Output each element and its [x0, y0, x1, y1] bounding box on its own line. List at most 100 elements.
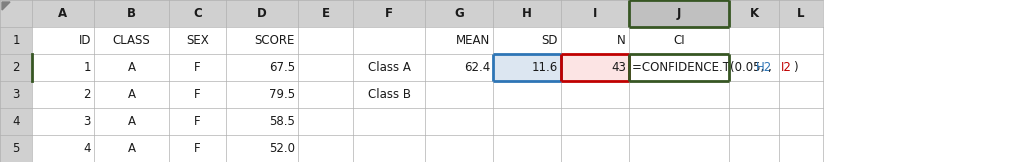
Text: A: A — [128, 61, 135, 74]
Bar — [226, 27, 298, 54]
Text: I: I — [593, 7, 597, 20]
Bar — [0, 54, 32, 81]
Polygon shape — [2, 2, 10, 10]
Bar — [629, 135, 729, 162]
Text: D: D — [257, 7, 267, 20]
Bar — [493, 135, 561, 162]
Bar — [561, 135, 629, 162]
Bar — [779, 81, 823, 108]
Text: K: K — [750, 7, 759, 20]
Bar — [561, 54, 629, 81]
Bar — [729, 135, 779, 162]
Text: F: F — [195, 142, 201, 155]
Text: 52.0: 52.0 — [269, 142, 295, 155]
Text: J: J — [677, 7, 681, 20]
Bar — [425, 108, 493, 135]
Bar — [298, 0, 353, 27]
Bar — [561, 81, 629, 108]
Bar — [353, 27, 425, 54]
Text: L: L — [798, 7, 805, 20]
Bar — [169, 27, 226, 54]
Bar — [94, 81, 169, 108]
Text: B: B — [127, 7, 136, 20]
Text: N: N — [617, 34, 626, 47]
Text: 1: 1 — [84, 61, 91, 74]
Bar — [779, 108, 823, 135]
Bar — [561, 0, 629, 27]
Bar — [226, 0, 298, 27]
Text: H: H — [522, 7, 531, 20]
Text: F: F — [195, 115, 201, 128]
Bar — [629, 81, 729, 108]
Bar — [493, 108, 561, 135]
Bar — [425, 27, 493, 54]
Text: 4: 4 — [12, 115, 19, 128]
Bar — [298, 135, 353, 162]
Bar — [729, 81, 779, 108]
Bar — [169, 81, 226, 108]
Bar — [493, 27, 561, 54]
Text: 43: 43 — [611, 61, 626, 74]
Bar — [425, 0, 493, 27]
Text: SD: SD — [542, 34, 558, 47]
Text: C: C — [194, 7, 202, 20]
Text: F: F — [195, 88, 201, 101]
Bar — [425, 135, 493, 162]
Bar — [226, 81, 298, 108]
Bar — [169, 108, 226, 135]
Bar — [94, 54, 169, 81]
Text: 67.5: 67.5 — [269, 61, 295, 74]
Text: 58.5: 58.5 — [269, 115, 295, 128]
Bar — [0, 108, 32, 135]
Text: A: A — [128, 142, 135, 155]
Text: 2: 2 — [84, 88, 91, 101]
Bar — [32, 27, 94, 54]
Text: CI: CI — [673, 34, 685, 47]
Text: SEX: SEX — [186, 34, 209, 47]
Bar — [353, 108, 425, 135]
Text: H2: H2 — [756, 61, 772, 74]
Bar — [226, 108, 298, 135]
Bar — [226, 135, 298, 162]
Text: =CONFIDENCE.T(0.05,: =CONFIDENCE.T(0.05, — [632, 61, 768, 74]
Bar — [353, 54, 425, 81]
Text: 3: 3 — [12, 88, 19, 101]
Text: E: E — [322, 7, 330, 20]
Bar — [353, 0, 425, 27]
Text: MEAN: MEAN — [456, 34, 490, 47]
Bar — [169, 0, 226, 27]
Text: A: A — [128, 115, 135, 128]
Bar — [298, 108, 353, 135]
Bar — [493, 0, 561, 27]
Bar — [0, 0, 32, 27]
Text: I2: I2 — [780, 61, 792, 74]
Bar — [226, 54, 298, 81]
Bar — [298, 81, 353, 108]
Text: 2: 2 — [12, 61, 19, 74]
Text: Class A: Class A — [368, 61, 411, 74]
Text: 5: 5 — [12, 142, 19, 155]
Bar — [729, 54, 779, 81]
Bar — [779, 0, 823, 27]
Bar — [561, 27, 629, 54]
Text: A: A — [58, 7, 68, 20]
Text: 4: 4 — [84, 142, 91, 155]
Bar — [169, 135, 226, 162]
Text: 62.4: 62.4 — [464, 61, 490, 74]
Bar — [32, 0, 94, 27]
Text: CLASS: CLASS — [113, 34, 151, 47]
Bar — [353, 81, 425, 108]
Bar — [32, 54, 94, 81]
Bar — [425, 81, 493, 108]
Bar — [94, 0, 169, 27]
Bar — [0, 27, 32, 54]
Bar — [629, 54, 729, 81]
Bar — [779, 27, 823, 54]
Bar — [0, 81, 32, 108]
Bar — [561, 108, 629, 135]
Bar — [94, 27, 169, 54]
Text: F: F — [385, 7, 393, 20]
Text: A: A — [128, 88, 135, 101]
Text: G: G — [454, 7, 464, 20]
Text: ): ) — [794, 61, 798, 74]
